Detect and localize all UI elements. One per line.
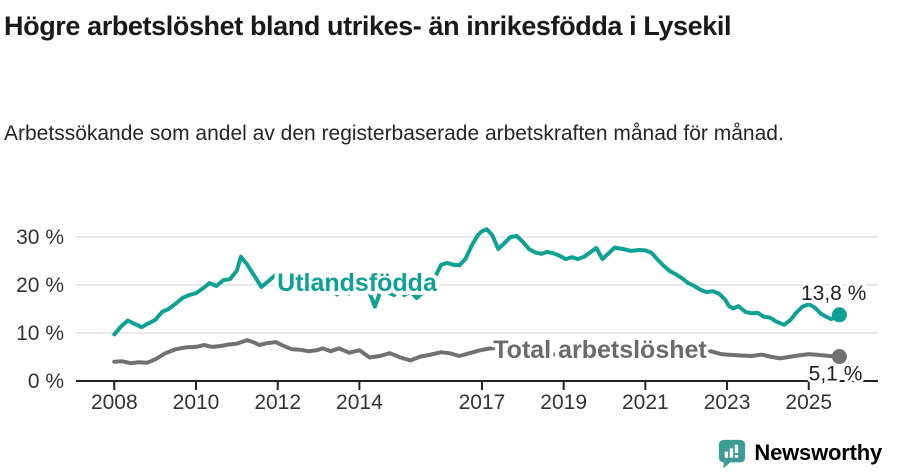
end-value-label: 13,8 % [801, 282, 866, 305]
newsworthy-brand[interactable]: Newsworthy [717, 436, 882, 470]
x-tick-label: 2025 [785, 391, 832, 414]
y-tick-label: 20 % [16, 274, 64, 297]
y-tick-label: 30 % [16, 226, 64, 249]
series-endpoint-dot [831, 349, 847, 365]
newsworthy-brand-name: Newsworthy [754, 440, 882, 465]
x-tick-label: 2023 [704, 391, 751, 414]
x-tick-label: 2019 [540, 391, 587, 414]
y-tick-label: 0 % [28, 370, 64, 393]
x-tick-label: 2021 [622, 391, 669, 414]
newsworthy-logo-icon [719, 439, 746, 468]
page-title: Högre arbetslöshet bland utrikes- än inr… [4, 11, 732, 41]
series-endpoint-dot [831, 307, 847, 323]
x-tick-label: 2010 [173, 391, 220, 414]
x-tick-label: 2008 [91, 391, 138, 414]
x-tick-label: 2012 [254, 391, 301, 414]
y-tick-label: 10 % [16, 322, 64, 345]
x-tick-label: 2017 [459, 391, 506, 414]
page-subtitle: Arbetssökande som andel av den registerb… [4, 122, 784, 145]
series-label: Utlandsfödda [277, 269, 438, 297]
series-line-utlandsf-dda [112, 227, 842, 337]
x-tick-label: 2014 [336, 391, 383, 414]
series-label: Total arbetslöshet [493, 336, 707, 364]
end-value-label: 5,1 % [809, 363, 863, 386]
series-line-total-arbetsl-shet [112, 338, 842, 366]
